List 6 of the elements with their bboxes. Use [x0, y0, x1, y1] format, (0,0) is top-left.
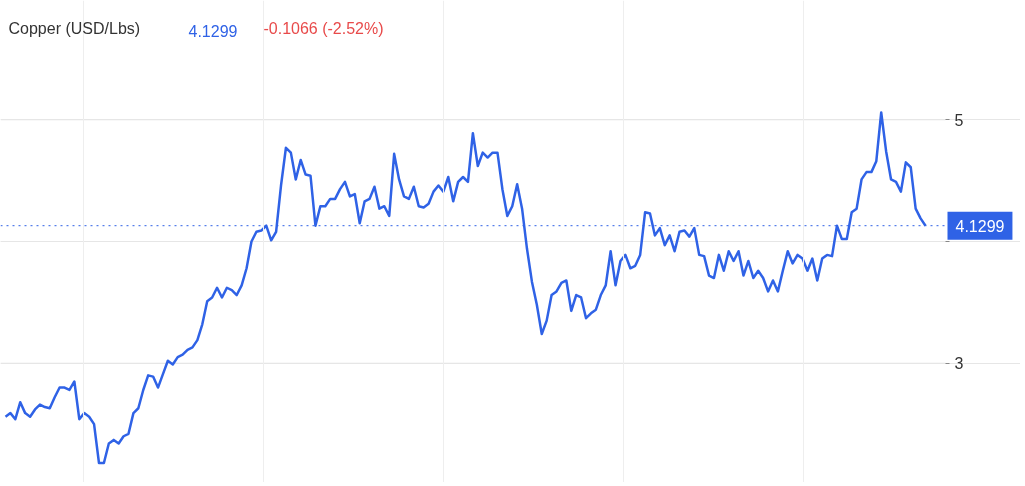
annotation: 4.1299	[188, 22, 238, 40]
y-tick-label: 5	[954, 111, 964, 129]
annotation: -0.1066 (-2.52%)	[263, 19, 384, 37]
ref-line-label: 4.1299	[955, 217, 1005, 235]
text: Copper (USD/Lbs)	[8, 19, 141, 37]
y-tick-label: 3	[954, 355, 964, 373]
